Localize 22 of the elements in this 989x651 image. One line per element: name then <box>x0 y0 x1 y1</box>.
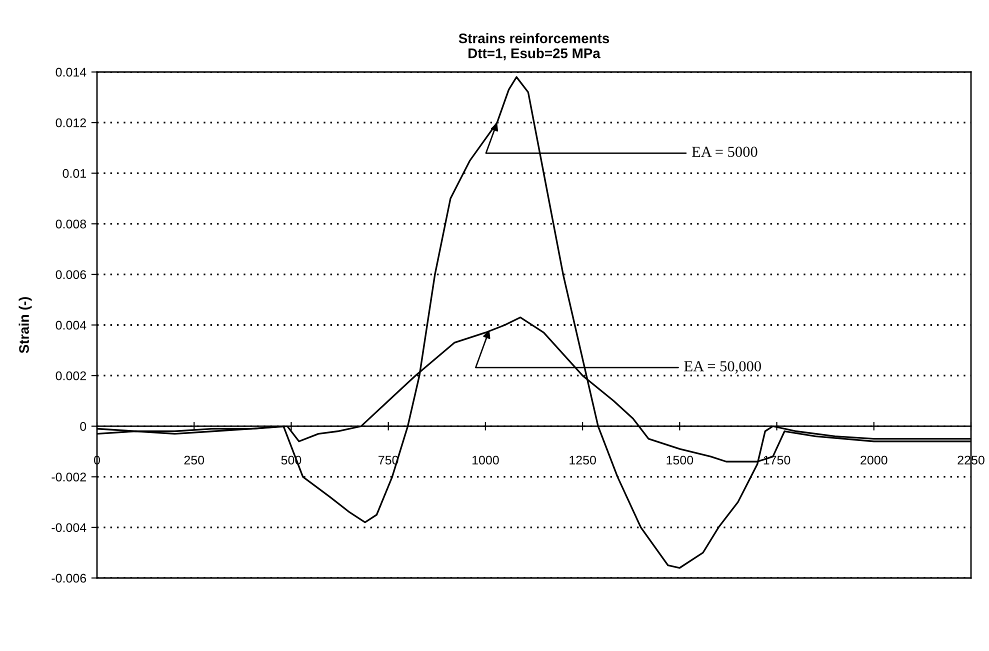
y-tick-label: 0.012 <box>56 118 86 128</box>
y-tick-label: 0.002 <box>56 371 86 380</box>
chart-subtitle: Dtt=1, Esub=25 MPa <box>468 48 600 60</box>
x-tick-label: 1000 <box>472 456 499 465</box>
y-tick-label: -0.002 <box>52 472 86 482</box>
y-tick-label: 0.006 <box>56 270 86 280</box>
annotation: EA = 50,000 <box>684 361 761 374</box>
y-tick-label: 0.004 <box>56 320 86 330</box>
y-tick-label: 0.008 <box>56 220 86 228</box>
x-tick-label: 250 <box>184 456 204 465</box>
x-tick-label: 2000 <box>860 456 888 465</box>
chart-title: Strains reinforcements <box>458 33 610 44</box>
x-tick-label: 1250 <box>570 456 596 465</box>
annotation: EA = 5000 <box>692 146 758 157</box>
y-tick-label: 0 <box>80 422 86 431</box>
y-tick-label: 0.01 <box>62 169 86 178</box>
x-tick-label: 1750 <box>764 456 790 465</box>
y-tick-label: -0.006 <box>52 574 86 583</box>
x-tick-label: 1500 <box>666 456 694 465</box>
y-tick-label: 0.014 <box>56 68 86 77</box>
y-tick-label: -0.004 <box>52 523 86 532</box>
y-axis-title: Strain (-) <box>18 297 32 354</box>
